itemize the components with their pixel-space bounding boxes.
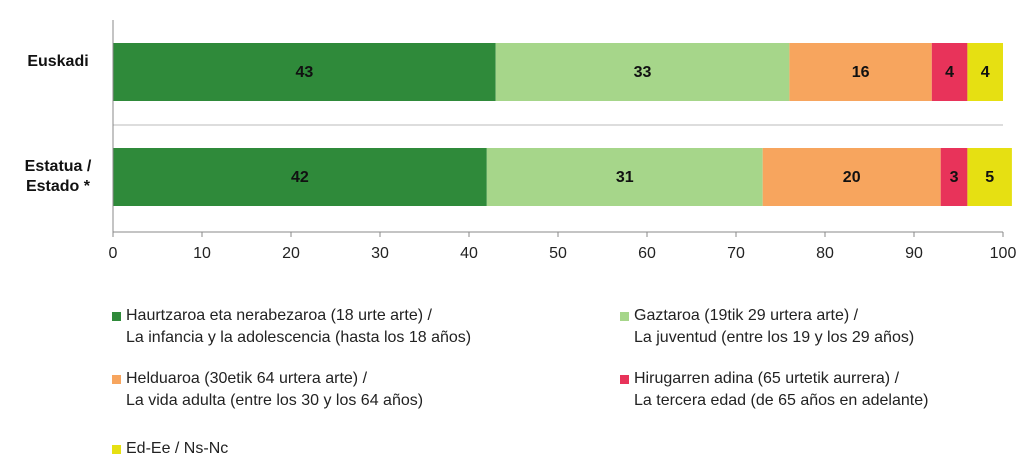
y-tick-label: Estatua / Estado * bbox=[24, 158, 92, 195]
value-label: 4 bbox=[981, 64, 990, 81]
x-tick-label: 50 bbox=[549, 245, 567, 262]
x-tick-label: 90 bbox=[905, 245, 923, 262]
legend-swatch bbox=[112, 445, 121, 454]
y-tick-label: Euskadi bbox=[27, 53, 89, 70]
legend-swatch bbox=[112, 312, 121, 321]
bar-segment bbox=[762, 148, 941, 206]
x-tick-label: 40 bbox=[460, 245, 478, 262]
value-label: 43 bbox=[295, 64, 313, 81]
value-label: 33 bbox=[634, 64, 652, 81]
value-label: 42 bbox=[291, 169, 309, 186]
legend-swatch bbox=[620, 375, 629, 384]
x-tick-label: 10 bbox=[193, 245, 211, 262]
value-label: 5 bbox=[985, 169, 994, 186]
x-tick-label: 20 bbox=[282, 245, 300, 262]
x-tick-label: 80 bbox=[816, 245, 834, 262]
bar-segment bbox=[967, 43, 1003, 101]
x-tick-label: 0 bbox=[109, 245, 118, 262]
value-label: 3 bbox=[950, 169, 959, 186]
value-label: 4 bbox=[945, 64, 954, 81]
value-label: 31 bbox=[616, 169, 634, 186]
bar-segment bbox=[789, 43, 932, 101]
legend-entry: Helduaroa (30etik 64 urtera arte) / La v… bbox=[112, 368, 423, 412]
x-tick-label: 30 bbox=[371, 245, 389, 262]
legend-entry: Haurtzaroa eta nerabezaroa (18 urte arte… bbox=[112, 305, 471, 349]
x-tick-label: 60 bbox=[638, 245, 656, 262]
x-tick-label: 70 bbox=[727, 245, 745, 262]
x-tick-label: 100 bbox=[990, 245, 1017, 262]
legend-entry: Hirugarren adina (65 urtetik aurrera) / … bbox=[620, 368, 928, 412]
legend-swatch bbox=[112, 375, 121, 384]
legend-entry: Ed-Ee / Ns-Nc bbox=[112, 438, 228, 460]
bar-segment bbox=[113, 148, 487, 206]
legend-swatch bbox=[620, 312, 629, 321]
bar-segment bbox=[940, 148, 968, 206]
value-label: 20 bbox=[843, 169, 861, 186]
bar-segment bbox=[495, 43, 790, 101]
bar-segment bbox=[113, 43, 496, 101]
legend-entry: Gaztaroa (19tik 29 urtera arte) / La juv… bbox=[620, 305, 914, 349]
bar-segment bbox=[967, 148, 1012, 206]
bar-segment bbox=[931, 43, 968, 101]
bar-segment bbox=[486, 148, 763, 206]
value-label: 16 bbox=[852, 64, 870, 81]
